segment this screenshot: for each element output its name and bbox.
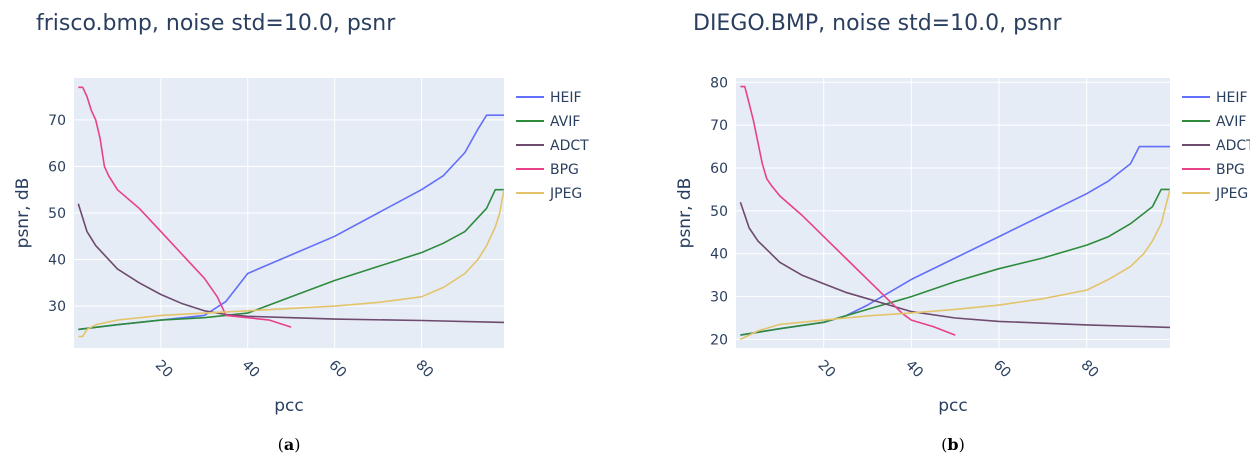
y-tick-label: 30 — [48, 299, 66, 315]
x-tick-label: 80 — [1078, 357, 1102, 381]
y-tick-label: 50 — [48, 206, 66, 222]
x-tick-label: 60 — [325, 357, 349, 381]
x-tick-label: 20 — [152, 357, 176, 381]
series-line-heif — [78, 114, 504, 331]
legend-label-adct: ADCT — [550, 138, 589, 154]
series-line-adct — [739, 202, 1170, 329]
x-tick-label: 80 — [412, 357, 436, 381]
x-tick-label: 40 — [902, 357, 926, 381]
series-line-avif — [78, 188, 504, 331]
legend-label-heif: HEIF — [1216, 90, 1248, 106]
plot-area — [736, 78, 1170, 348]
y-tick-label: 80 — [710, 75, 728, 91]
chart-title: DIEGO.BMP, noise std=10.0, psnr — [693, 11, 1062, 36]
x-tick-label: 40 — [239, 357, 263, 381]
y-tick-label: 60 — [710, 161, 728, 177]
chart-title: frisco.bmp, noise std=10.0, psnr — [36, 11, 396, 36]
caption-letter: b — [947, 435, 958, 454]
y-tick-label: 40 — [710, 247, 728, 263]
y-axis-title: psnr, dB — [13, 178, 33, 249]
chart-svg: DIEGO.BMP, noise std=10.0, psnr 20 30 40 50 6… — [675, 11, 1250, 454]
legend-label-avif: AVIF — [550, 114, 580, 130]
legend-label-adct: ADCT — [1216, 138, 1250, 154]
series-line-adct — [77, 203, 504, 324]
figure-caption: (a) — [278, 435, 301, 454]
series-group — [739, 85, 1170, 341]
legend-label-heif: HEIF — [550, 90, 582, 106]
series-line-jpeg — [740, 189, 1170, 341]
x-tick-label: 60 — [990, 357, 1014, 381]
series-line-jpeg — [78, 189, 504, 338]
legend-label-jpeg: JPEG — [549, 186, 582, 202]
y-tick-label: 40 — [48, 253, 66, 269]
x-tick-label: 20 — [815, 357, 839, 381]
y-axis-title: psnr, dB — [675, 178, 695, 249]
series-line-bpg — [78, 86, 292, 328]
figure-caption: (b) — [941, 435, 965, 454]
y-tick-label: 50 — [710, 204, 728, 220]
y-tick-label: 70 — [48, 113, 66, 129]
chart-panel-a: frisco.bmp, noise std=10.0, psnr 30 40 50 60… — [13, 11, 589, 454]
legend-label-avif: AVIF — [1216, 114, 1246, 130]
x-axis-title: pcc — [938, 396, 967, 416]
caption-letter: a — [284, 435, 294, 454]
legend-label-bpg: BPG — [550, 162, 579, 178]
y-tick-label: 60 — [48, 159, 66, 175]
y-tick-label: 30 — [710, 290, 728, 306]
series-line-bpg — [740, 85, 956, 336]
y-tick-label: 20 — [710, 332, 728, 348]
y-tick-label: 70 — [710, 118, 728, 134]
chart-panel-b: DIEGO.BMP, noise std=10.0, psnr 20 30 40 50 6… — [625, 0, 1250, 461]
series-group — [77, 86, 504, 338]
chart-svg: frisco.bmp, noise std=10.0, psnr 30 40 50 60… — [13, 11, 589, 454]
x-axis-title: pcc — [274, 396, 303, 416]
legend-label-bpg: BPG — [1216, 162, 1245, 178]
legend-label-jpeg: JPEG — [1215, 186, 1248, 202]
